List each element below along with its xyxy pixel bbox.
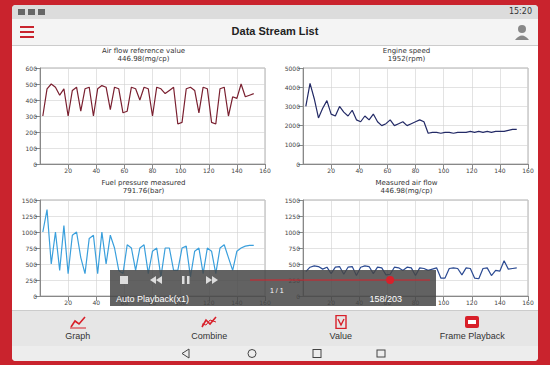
svg-text:40: 40 (92, 167, 100, 174)
svg-text:446.98(mg/cp): 446.98(mg/cp) (381, 187, 433, 195)
svg-text:0: 0 (33, 293, 37, 300)
svg-text:100: 100 (175, 167, 187, 174)
svg-text:300: 300 (26, 113, 38, 120)
svg-text:100: 100 (26, 145, 38, 152)
svg-text:1000: 1000 (22, 229, 37, 236)
svg-text:2000: 2000 (285, 122, 300, 129)
svg-text:60: 60 (121, 167, 129, 174)
svg-text:500: 500 (26, 81, 38, 88)
html-text:158/203: 158/203 (369, 294, 402, 304)
svg-text:160: 160 (522, 299, 534, 306)
html-text:Combine: Combine (191, 331, 228, 341)
svg-text:120: 120 (203, 167, 215, 174)
html-text:Value: Value (329, 331, 352, 341)
svg-text:120: 120 (466, 299, 478, 306)
svg-text:750: 750 (26, 245, 38, 252)
svg-text:400: 400 (26, 97, 38, 104)
svg-text:4000: 4000 (285, 84, 300, 91)
svg-text:Fuel pressure measured: Fuel pressure measured (102, 179, 186, 187)
svg-text:120: 120 (466, 167, 478, 174)
svg-text:60: 60 (384, 167, 392, 174)
html-text:15:20: 15:20 (508, 7, 532, 16)
svg-text:Engine speed: Engine speed (383, 47, 430, 55)
svg-text:140: 140 (231, 167, 243, 174)
svg-text:1250: 1250 (22, 213, 37, 220)
svg-text:0: 0 (296, 161, 300, 168)
svg-text:250: 250 (26, 277, 38, 284)
svg-text:Air flow reference value: Air flow reference value (102, 47, 185, 55)
svg-text:1500: 1500 (285, 197, 300, 204)
html-text:1 / 1: 1 / 1 (270, 287, 284, 294)
svg-text:140: 140 (494, 299, 506, 306)
html-text:Auto Playback(x1): Auto Playback(x1) (116, 294, 189, 304)
svg-text:200: 200 (26, 129, 38, 136)
svg-text:80: 80 (412, 167, 420, 174)
svg-text:160: 160 (522, 167, 534, 174)
svg-text:80: 80 (149, 167, 157, 174)
svg-text:40: 40 (355, 167, 363, 174)
svg-text:20: 20 (64, 299, 72, 306)
html-text:Frame Playback: Frame Playback (439, 331, 505, 341)
html-text:Graph: Graph (65, 331, 91, 341)
svg-text:20: 20 (327, 167, 335, 174)
svg-text:750: 750 (289, 245, 301, 252)
svg-text:500: 500 (289, 261, 301, 268)
svg-text:20: 20 (64, 167, 72, 174)
svg-text:1250: 1250 (285, 213, 300, 220)
svg-text:446.98(mg/cp): 446.98(mg/cp) (118, 55, 170, 63)
svg-text:600: 600 (26, 65, 38, 72)
svg-text:160: 160 (259, 167, 271, 174)
html-text:Data Stream List: Data Stream List (231, 25, 319, 37)
svg-text:140: 140 (494, 167, 506, 174)
svg-text:791.76(bar): 791.76(bar) (123, 187, 165, 195)
svg-text:Measured air flow: Measured air flow (375, 179, 437, 187)
svg-text:1500: 1500 (22, 197, 37, 204)
svg-text:0: 0 (33, 161, 37, 168)
svg-text:5000: 5000 (285, 65, 300, 72)
svg-text:1952(rpm): 1952(rpm) (388, 55, 426, 63)
svg-text:40: 40 (92, 299, 100, 306)
svg-text:500: 500 (26, 261, 38, 268)
svg-text:1000: 1000 (285, 229, 300, 236)
svg-text:100: 100 (438, 167, 450, 174)
svg-text:3000: 3000 (285, 103, 300, 110)
svg-text:1000: 1000 (285, 141, 300, 148)
svg-text:100: 100 (438, 299, 450, 306)
